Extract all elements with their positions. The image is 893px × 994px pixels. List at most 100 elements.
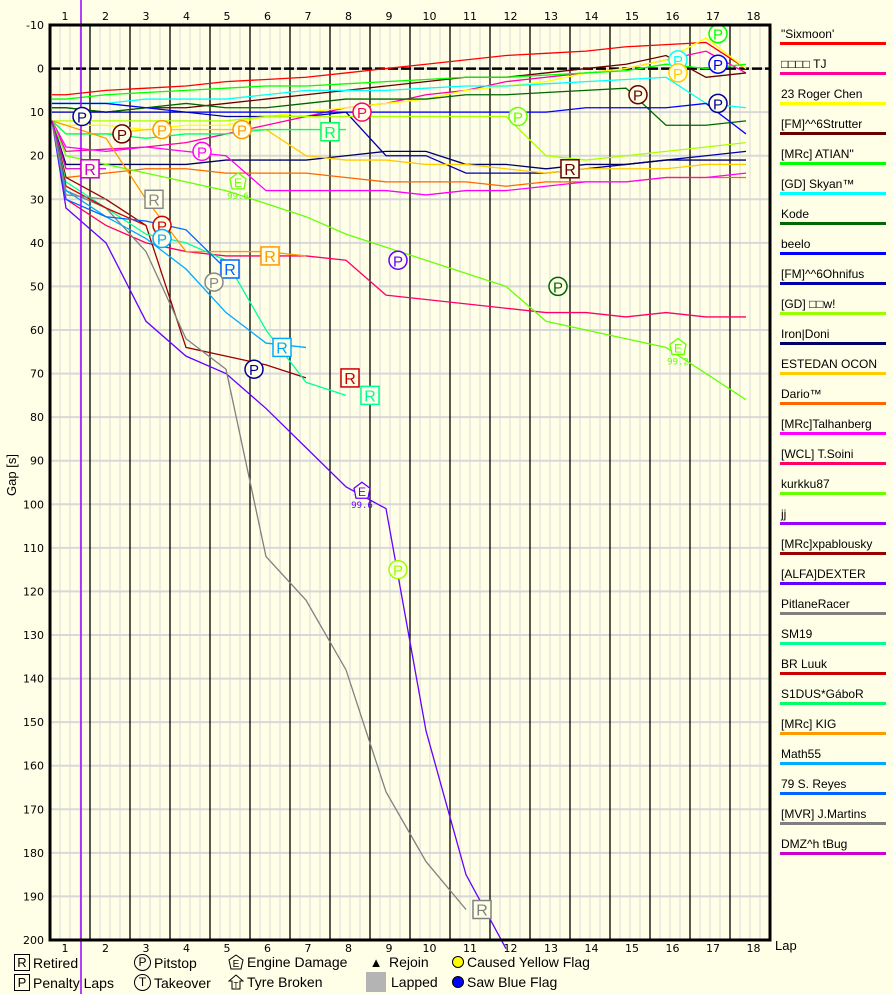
legend-rejoin: ▲ Rejoin [368,954,429,970]
pitstop-marker [152,119,172,140]
legend-item-swatch [780,222,886,225]
legend-item: [GD] Skyan™ [778,174,886,204]
pitstop-label: P [237,123,247,140]
y-tick-label: 140 [23,673,44,686]
retired-label: R [224,262,236,279]
svg-text:E: E [233,959,240,970]
y-tick-label: 200 [23,934,44,947]
x-tick-top: 9 [386,10,393,23]
engine-damage-label: E [674,341,682,355]
pitstop-marker [352,102,372,122]
x-tick-top: 10 [423,10,437,23]
legend-item-swatch [780,702,886,705]
legend-item: Math55 [778,744,886,774]
y-tick-label: 60 [30,324,44,337]
legend-item: PitlaneRacer [778,594,886,624]
retired-label: R [148,192,160,209]
legend-item-name: [FM]^^6Ohnifus [781,267,865,281]
x-tick-bottom: 14 [585,942,599,955]
y-axis-label: Gap [s] [4,454,19,496]
penalty-laps-icon: P [14,974,30,991]
y-tick-label: 100 [23,498,44,511]
y-tick-label: 180 [23,847,44,860]
legend-rejoin-label: Rejoin [389,954,429,970]
y-tick-label: 50 [30,280,44,293]
x-tick-bottom: 16 [666,942,680,955]
series-line [51,120,347,396]
legend-item-swatch [780,162,886,165]
pitstop-marker [548,276,568,297]
x-tick-bottom: 17 [706,942,720,955]
legend-item-swatch [780,762,886,765]
engine-damage-marker [229,172,247,190]
series-line [51,120,746,318]
legend-item-swatch [780,612,886,615]
legend-item-name: 79 S. Reyes [781,777,847,791]
retired-marker [320,122,340,142]
legend-item: S1DUS*GáboR [778,684,886,714]
pitstop-marker [244,359,264,379]
legend-item: Dario™ [778,384,886,414]
pitstop-marker [668,63,688,83]
x-tick-bottom: 2 [102,942,109,955]
legend-item-swatch [780,342,886,345]
engine-damage-label: E [234,176,242,190]
svg-text:T: T [234,981,239,990]
legend-item-swatch [780,552,886,555]
retired-marker [260,246,280,266]
pitstop-label: P [513,110,523,127]
series-line [51,37,747,131]
pitstop-label: P [713,96,723,113]
pitstop-icon: P [134,954,151,971]
legend-item-swatch [780,132,886,135]
series-line [51,120,746,170]
retired-label: R [324,125,336,142]
legend-item-name: [MRc] KIG [781,717,837,731]
retired-label: R [564,162,576,179]
legend-item-name: 23 Roger Chen [781,87,863,101]
pitstop-label: P [197,144,207,161]
pitstop-marker [388,559,408,580]
yellow-flag-icon [452,956,464,968]
series-line [51,120,346,139]
pitstop-marker [388,250,408,271]
legend-item: 23 Roger Chen [778,84,886,114]
x-tick-bottom: 3 [143,942,150,955]
pitstop-label: P [553,279,563,296]
legend-tyre-label: Tyre Broken [247,974,323,990]
x-tick-top: 11 [463,10,477,23]
legend-item-swatch [780,792,886,795]
y-tick-label: 120 [23,585,44,598]
legend-item-name: DMZ^h tBug [781,837,848,851]
legend-item-swatch [780,372,886,375]
legend-item-name: jj [781,507,787,521]
legend-tyre: T Tyre Broken [228,974,322,990]
pitstop-marker [152,228,172,249]
retired-icon: R [14,954,30,971]
legend-item-name: Iron|Doni [781,327,830,341]
y-tick-label: 0 [37,63,44,76]
x-tick-top: 2 [102,10,109,23]
legend-item-name: □□□□ TJ [781,57,827,71]
x-axis-label: Lap [775,938,797,953]
pitstop-label: P [673,53,683,70]
retired-marker [560,159,580,179]
x-tick-top: 4 [183,10,190,23]
retired-label: R [344,371,356,388]
legend-engine-label: Engine Damage [247,954,348,970]
x-tick-top: 7 [305,10,312,23]
legend-item-swatch [780,432,886,435]
x-tick-top: 16 [666,10,680,23]
x-tick-top: 13 [544,10,558,23]
pitstop-marker [72,106,92,127]
x-tick-bottom: 7 [305,942,312,955]
y-tick-label: 150 [23,716,44,729]
legend-penalty-label: Penalty Laps [33,974,114,991]
legend-yellow-label: Caused Yellow Flag [467,954,590,970]
legend-item-name: SM19 [781,627,813,641]
legend-item: [GD] □□w! [778,294,886,324]
legend-item: Iron|Doni [778,324,886,354]
legend-item-swatch [780,522,886,525]
legend-item: kurkku87 [778,474,886,504]
